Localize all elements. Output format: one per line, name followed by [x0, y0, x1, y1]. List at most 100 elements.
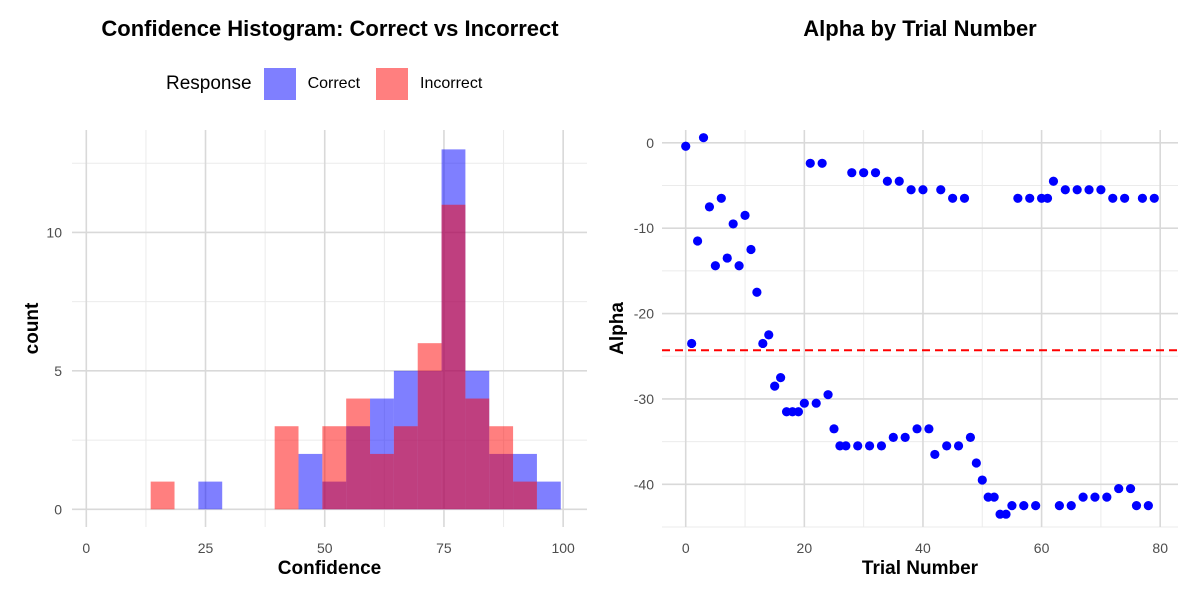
hist-x-tick-label: 0 [82, 540, 90, 556]
scatter-point [953, 441, 964, 451]
hist-bar-incorrect [150, 481, 175, 510]
scatter-point [734, 261, 744, 271]
scatter-point [882, 176, 892, 186]
hist-y-tick-label: 5 [54, 363, 62, 379]
scatter-point [728, 219, 738, 229]
scatter-point [1060, 185, 1070, 195]
scatter-point [906, 185, 916, 195]
scatter-point [1072, 185, 1082, 195]
scatter-point [692, 236, 703, 246]
hist-bar-incorrect [465, 398, 490, 510]
hist-y-tick-label: 10 [46, 224, 62, 240]
scatter-point [698, 133, 709, 143]
scatter-point [841, 441, 851, 451]
hist-x-axis-label: Confidence [278, 558, 381, 579]
scatter-point [912, 424, 922, 434]
scatter-point [1137, 193, 1148, 203]
scatter-point [959, 193, 970, 203]
scatter-point [859, 168, 869, 178]
scatter-title: Alpha by Trial Number [803, 16, 1037, 41]
hist-bar-incorrect [441, 204, 466, 510]
hist-bar-incorrect [417, 343, 442, 510]
scatter-point [1078, 492, 1088, 502]
scatter-x-tick-label: 40 [915, 540, 931, 556]
scatter-point [989, 492, 999, 502]
scatter-point [811, 398, 821, 408]
hist-bar-incorrect [274, 426, 299, 510]
hist-bar-incorrect [370, 453, 394, 510]
scatter-point [746, 244, 756, 255]
scatter-point [722, 253, 732, 263]
hist-bar-correct [536, 481, 561, 510]
scatter-point [1096, 185, 1106, 195]
scatter-point [758, 338, 768, 349]
scatter-point [681, 141, 691, 151]
scatter-point [1084, 185, 1094, 195]
scatter-point [764, 330, 774, 340]
scatter-point [971, 458, 981, 468]
scatter-point [948, 193, 958, 203]
legend-key-incorrect [376, 68, 409, 100]
scatter-point [1001, 509, 1011, 519]
scatter-point [1048, 176, 1059, 186]
scatter-y-axis-label: Alpha [607, 302, 628, 355]
histogram-title: Confidence Histogram: Correct vs Incorre… [101, 16, 559, 41]
scatter-point [965, 432, 976, 442]
scatter-point [770, 381, 780, 391]
scatter-point [799, 398, 809, 408]
scatter-y-tick-label: -20 [634, 306, 654, 322]
scatter-point [1013, 193, 1023, 203]
scatter-point [823, 390, 833, 400]
scatter-x-tick-label: 0 [682, 540, 690, 556]
scatter-y-tick-label: 0 [646, 135, 654, 151]
scatter-point [864, 441, 875, 451]
scatter-y-tick-label: -30 [634, 391, 654, 407]
hist-bar-incorrect [489, 426, 514, 510]
scatter-point [870, 168, 881, 178]
scatter-point [687, 338, 697, 349]
hist-x-tick-label: 75 [436, 540, 452, 556]
hist-bar-correct [198, 481, 223, 510]
scatter-point [1120, 193, 1130, 203]
hist-bar-correct [298, 453, 323, 510]
scatter-point [1031, 501, 1041, 511]
scatter-point [930, 449, 940, 460]
scatter-point [1019, 501, 1029, 511]
scatter-point [900, 432, 910, 442]
legend: Response Correct Incorrect [166, 66, 498, 102]
scatter-point [1007, 501, 1017, 511]
legend-label-incorrect: Incorrect [420, 75, 483, 92]
scatter-x-axis-label: Trial Number [862, 558, 979, 579]
scatter-point [936, 185, 946, 195]
legend-label-correct: Correct [307, 75, 361, 92]
scatter-point [1054, 501, 1064, 511]
scatter-point [704, 202, 715, 212]
scatter-point [793, 407, 804, 417]
legend-title: Response [166, 73, 252, 94]
scatter-point [1125, 483, 1136, 494]
scatter-point [1025, 193, 1035, 203]
scatter-y-tick-label: -40 [634, 476, 654, 492]
scatter-point [888, 432, 898, 442]
scatter-point [876, 441, 887, 451]
scatter-point [805, 158, 815, 168]
legend-key-correct [263, 68, 296, 100]
hist-y-axis-label: count [22, 302, 43, 354]
scatter-x-tick-label: 20 [797, 540, 813, 556]
scatter-point [1149, 193, 1159, 203]
scatter-point [1042, 193, 1053, 203]
scatter-point [1108, 193, 1118, 203]
scatter-point [752, 287, 762, 297]
scatter-point [710, 261, 720, 271]
hist-x-tick-label: 50 [317, 540, 333, 556]
scatter-point [1090, 492, 1100, 502]
hist-bar-incorrect [513, 481, 537, 510]
scatter-point [740, 210, 750, 220]
scatter-point [847, 168, 857, 178]
scatter-point [716, 193, 726, 203]
scatter-point [1131, 501, 1142, 511]
hist-x-tick-label: 100 [551, 540, 575, 556]
scatter-point [942, 441, 952, 451]
scatter-point [924, 424, 934, 434]
hist-bar-incorrect [346, 398, 371, 510]
